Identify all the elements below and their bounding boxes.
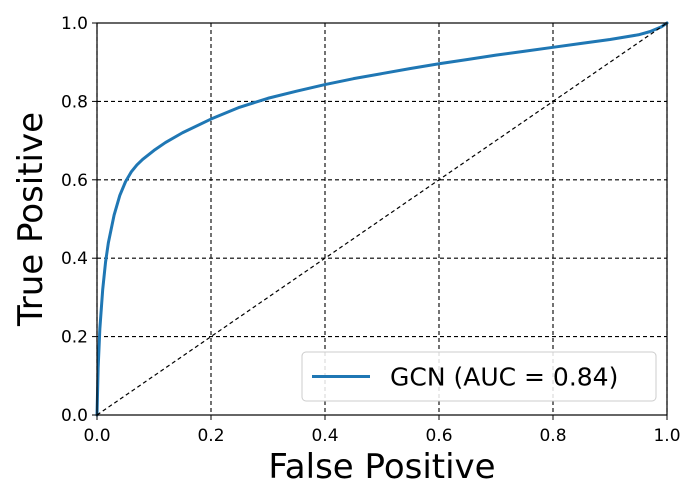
y-tick-label-3: 0.6 [61, 171, 88, 191]
y-tick-label-1: 0.2 [61, 328, 88, 348]
x-tick-label-0: 0.0 [83, 426, 110, 446]
y-tick-label-5: 1.0 [61, 14, 88, 34]
y-tick-label-2: 0.4 [61, 249, 88, 269]
x-tick-label-3: 0.6 [425, 426, 452, 446]
legend: GCN (AUC = 0.84) [301, 351, 657, 402]
y-tick-label-4: 0.8 [61, 92, 88, 112]
roc-curve-gcn [95, 21, 669, 417]
legend-box [301, 351, 657, 402]
y-axis-title: True Positive [11, 112, 51, 327]
tick-layer: 0.0 0.2 0.4 0.6 0.8 1.0 0.0 0.2 0.4 0.6 0.8 1.0 [61, 14, 681, 446]
series-layer [95, 21, 669, 417]
x-tick-label-2: 0.4 [311, 426, 338, 446]
x-tick-label-5: 1.0 [653, 426, 680, 446]
x-tick-label-1: 0.2 [197, 426, 224, 446]
y-tick-label-0: 0.0 [61, 406, 88, 426]
x-axis-title: False Positive [268, 447, 495, 487]
diagonal-reference-line [96, 22, 668, 416]
legend-label-gcn: GCN (AUC = 0.84) [390, 363, 618, 392]
x-tick-label-4: 0.8 [539, 426, 566, 446]
plot-frame [96, 22, 668, 416]
